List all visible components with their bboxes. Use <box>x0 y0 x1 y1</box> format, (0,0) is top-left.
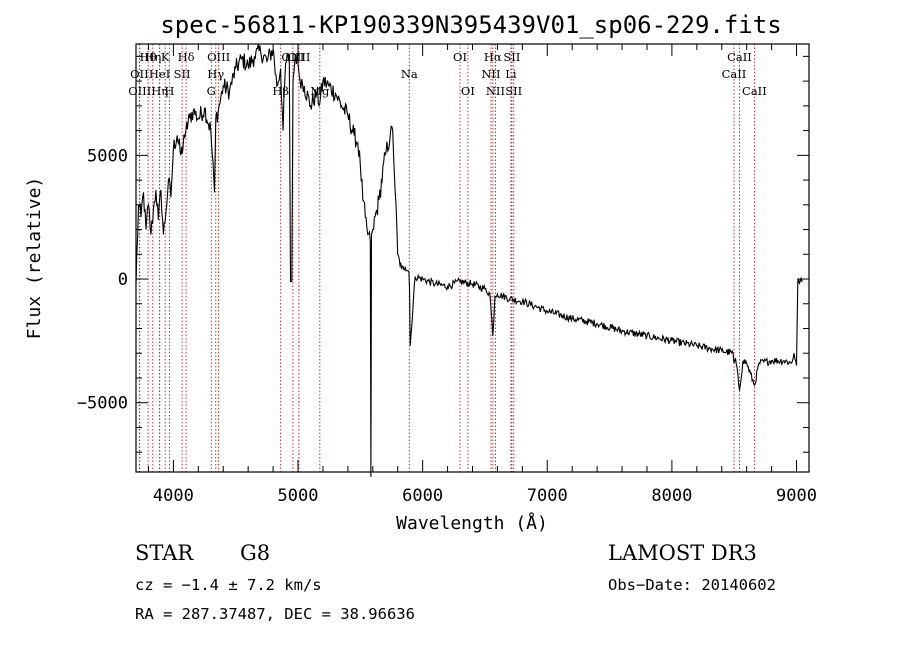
object-subclass: G8 <box>240 541 270 565</box>
x-tick-label: 9000 <box>776 486 817 506</box>
line-marker-label: Hη <box>144 50 161 64</box>
obs-date: Obs−Date: 20140602 <box>608 576 776 594</box>
line-marker-label: SII <box>503 50 520 64</box>
line-marker-label: CaII <box>722 67 747 81</box>
line-marker-label: OIII <box>281 50 304 64</box>
y-axis-ticks: −5000 0 5000 <box>77 55 809 453</box>
y-tick-label: 5000 <box>87 146 128 166</box>
line-marker-label: OI <box>453 50 467 64</box>
spectrum-line <box>135 43 803 477</box>
line-marker-label: CaII <box>727 50 752 64</box>
line-marker-label: CaII <box>742 84 767 98</box>
line-marker-label: OI <box>461 84 475 98</box>
coordinates: RA = 287.37487, DEC = 38.96636 <box>135 605 415 623</box>
line-marker-label: SII <box>505 84 522 98</box>
emission-line-markers <box>138 44 755 472</box>
line-marker-label: NII <box>481 67 500 81</box>
line-marker-label: K <box>161 50 170 64</box>
survey-label: LAMOST DR3 <box>608 541 757 565</box>
line-marker-label: Hα <box>484 50 502 64</box>
x-tick-label: 7000 <box>527 486 568 506</box>
line-marker-label: OII <box>130 67 149 81</box>
line-marker-label: OIII <box>207 50 230 64</box>
line-marker-label: Li <box>505 67 517 81</box>
line-marker-label: Hδ <box>178 50 195 64</box>
y-tick-label: −5000 <box>77 394 128 414</box>
line-marker-label: OIII <box>287 50 310 64</box>
line-marker-label: Hθ <box>140 50 157 64</box>
x-tick-label: 4000 <box>153 486 194 506</box>
y-tick-label: 0 <box>118 270 128 290</box>
y-axis-label: Flux (relative) <box>24 177 45 340</box>
line-marker-label: G <box>207 84 216 98</box>
line-marker-label: H <box>164 84 174 98</box>
line-marker-label: Na <box>401 67 418 81</box>
plot-frame <box>135 43 810 473</box>
redshift-info: cz = −1.4 ± 7.2 km/s <box>135 576 322 594</box>
object-class: STAR <box>135 541 194 565</box>
line-marker-label: Hγ <box>207 67 224 81</box>
x-tick-label: 8000 <box>651 486 692 506</box>
line-marker-label: Hη <box>151 84 168 98</box>
x-axis-ticks: 4000 5000 6000 7000 8000 9000 <box>147 44 817 506</box>
line-marker-label: OIII <box>128 84 151 98</box>
line-marker-label: HeI <box>149 67 170 81</box>
x-tick-label: 5000 <box>278 486 319 506</box>
line-marker-label: NII <box>486 84 505 98</box>
x-axis-label: Wavelength (Å) <box>396 512 548 534</box>
line-marker-label: SII <box>174 67 191 81</box>
x-tick-label: 6000 <box>402 486 443 506</box>
chart-title: spec-56811-KP190339N395439V01_sp06-229.f… <box>160 11 781 39</box>
